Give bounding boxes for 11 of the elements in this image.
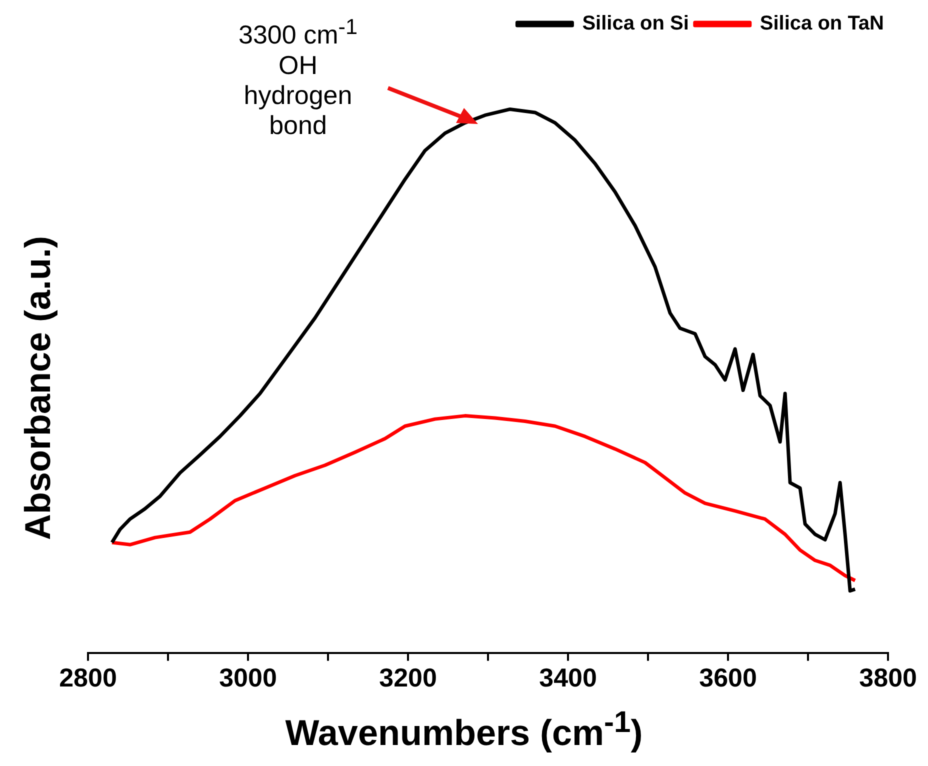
annotation: 3300 cm$^{-1}$ OH hydrogen bond — [238, 13, 358, 140]
legend-label: Silica on TaN — [760, 12, 884, 35]
x-tick-label: 3600 — [699, 662, 757, 693]
x-tick-label: 2800 — [59, 662, 117, 693]
x-tick-label: 3000 — [219, 662, 277, 693]
x-tick-label: 3200 — [379, 662, 437, 693]
y-axis-title: Absorbance (a.u.) — [17, 236, 59, 540]
x-tick-label: 3800 — [859, 662, 917, 693]
legend-label: Silica on Si — [582, 12, 689, 35]
x-tick-label: 3400 — [539, 662, 597, 693]
x-axis-title: Wavenumbers (cm$^{-1}$) — [284, 706, 644, 754]
